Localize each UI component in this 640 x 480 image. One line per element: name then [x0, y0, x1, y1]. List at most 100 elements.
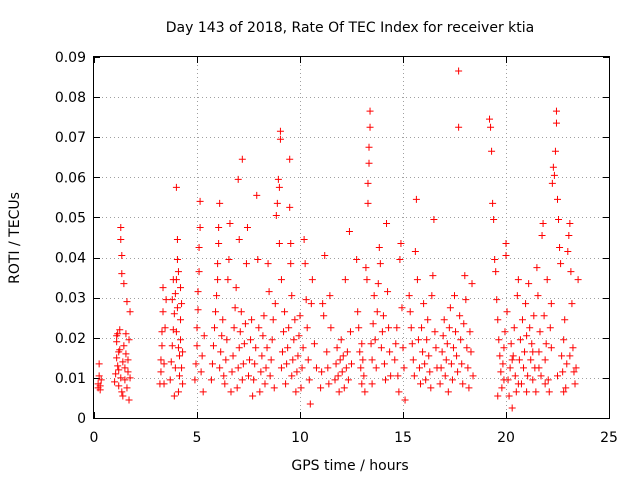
data-point: [438, 348, 446, 356]
data-point: [220, 372, 228, 380]
data-point: [542, 340, 550, 348]
x-tick-label: 20: [497, 430, 515, 446]
data-point: [398, 304, 406, 312]
data-point: [178, 300, 186, 308]
data-point: [259, 332, 267, 340]
data-point: [124, 368, 132, 376]
data-point: [490, 215, 498, 223]
data-point: [527, 356, 535, 364]
data-points: [94, 67, 582, 412]
data-point: [123, 384, 131, 392]
data-point: [437, 364, 445, 372]
data-point: [298, 364, 306, 372]
data-point: [492, 268, 500, 276]
data-point: [195, 244, 203, 252]
data-point: [179, 348, 187, 356]
data-point: [118, 270, 126, 278]
data-point: [211, 324, 219, 332]
data-point: [452, 328, 460, 336]
data-point: [530, 312, 538, 320]
data-point: [359, 356, 367, 364]
data-point: [565, 231, 573, 239]
data-point: [318, 368, 326, 376]
data-point: [469, 372, 477, 380]
data-point: [116, 326, 124, 334]
data-point: [572, 364, 580, 372]
data-point: [117, 374, 125, 382]
data-point: [427, 384, 435, 392]
data-point: [289, 356, 297, 364]
data-point: [441, 372, 449, 380]
data-point: [562, 384, 570, 392]
data-point: [528, 340, 536, 348]
data-point: [95, 372, 103, 380]
x-tick-label: 15: [394, 430, 412, 446]
data-point: [358, 340, 366, 348]
data-point: [303, 324, 311, 332]
y-tick-label: 0.01: [55, 371, 86, 387]
x-tick-label: 25: [600, 430, 618, 446]
data-point: [568, 300, 576, 308]
data-point: [395, 388, 403, 396]
data-point: [498, 384, 506, 392]
data-point: [364, 179, 372, 187]
data-point: [119, 392, 127, 400]
data-point: [512, 388, 520, 396]
data-point: [196, 197, 204, 205]
data-point: [535, 348, 543, 356]
data-point: [430, 215, 438, 223]
data-point: [399, 344, 407, 352]
data-point: [256, 388, 264, 396]
data-point: [361, 388, 369, 396]
data-point: [364, 199, 372, 207]
data-point: [455, 67, 463, 75]
data-point: [192, 360, 200, 368]
data-point: [407, 324, 415, 332]
data-point: [125, 396, 133, 404]
data-point: [319, 300, 327, 308]
data-point: [291, 316, 299, 324]
data-point: [177, 316, 185, 324]
data-point: [320, 312, 328, 320]
data-point: [557, 260, 565, 268]
data-point: [453, 352, 461, 360]
data-point: [419, 348, 427, 356]
data-point: [552, 119, 560, 127]
data-point: [275, 240, 283, 248]
data-point: [177, 336, 185, 344]
data-point: [440, 316, 448, 324]
data-point: [547, 300, 555, 308]
data-point: [287, 240, 295, 248]
data-point: [166, 376, 174, 384]
data-point: [277, 276, 285, 284]
data-point: [491, 256, 499, 264]
data-point: [274, 175, 282, 183]
data-point: [282, 380, 290, 388]
data-point: [488, 147, 496, 155]
data-point: [167, 358, 175, 366]
data-point: [112, 370, 120, 378]
data-point: [486, 115, 494, 123]
data-point: [284, 344, 292, 352]
data-point: [171, 364, 179, 372]
data-point: [487, 123, 495, 131]
data-point: [248, 316, 256, 324]
data-point: [505, 392, 513, 400]
data-point: [391, 356, 399, 364]
data-point: [118, 388, 126, 396]
data-point: [541, 380, 549, 388]
data-point: [277, 364, 285, 372]
data-point: [178, 364, 186, 372]
data-point: [207, 376, 215, 384]
data-point: [243, 223, 251, 231]
data-point: [288, 292, 296, 300]
data-point: [285, 324, 293, 332]
data-point: [264, 260, 272, 268]
data-point: [126, 374, 134, 382]
data-point: [445, 324, 453, 332]
data-point: [397, 240, 405, 248]
y-tick-label: 0.04: [55, 251, 86, 267]
data-point: [126, 308, 134, 316]
data-point: [267, 356, 275, 364]
